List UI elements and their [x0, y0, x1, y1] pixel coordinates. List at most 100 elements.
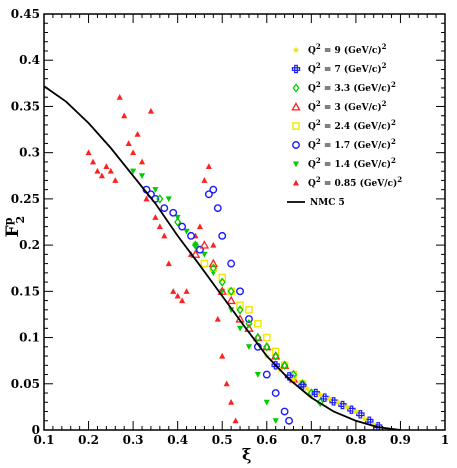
data-point — [174, 217, 182, 227]
data-point — [147, 107, 154, 114]
x-tick-label: 0.2 — [78, 433, 99, 447]
data-point — [199, 240, 210, 249]
data-point — [196, 223, 204, 230]
data-point — [116, 93, 123, 100]
data-point — [156, 223, 163, 230]
legend-sup: 2 — [316, 175, 321, 184]
data-point — [352, 407, 360, 415]
data-point — [196, 245, 204, 254]
data-point-h — [311, 391, 320, 395]
data-point — [209, 185, 218, 194]
legend-rest: = 1.4 (GeV/c) — [321, 159, 391, 170]
legend-sup: 2 — [382, 61, 387, 70]
data-point — [138, 158, 146, 165]
series-triangle-down — [130, 168, 279, 424]
data-point — [201, 177, 208, 183]
y-tick-label: 0.15 — [11, 284, 40, 298]
data-point — [103, 163, 110, 170]
data-point-v — [367, 416, 372, 425]
legend-label: Q2 = 7 (GeV/c)2 — [308, 61, 387, 75]
data-point — [130, 149, 137, 156]
data-point-v — [358, 410, 363, 419]
data-point-v — [273, 361, 278, 370]
legend-marker — [292, 161, 300, 168]
data-point — [263, 333, 271, 342]
data-point — [290, 375, 297, 383]
series-triangle — [85, 93, 239, 424]
data-point — [347, 405, 356, 414]
data-point — [208, 258, 219, 268]
legend-sup: 2 — [316, 80, 321, 89]
data-point-h — [298, 383, 307, 388]
legend-sup: 2 — [382, 99, 387, 108]
data-point — [161, 232, 168, 239]
data-point — [245, 319, 253, 329]
data-point — [280, 407, 289, 416]
data-point — [183, 288, 190, 294]
legend-sup: 2 — [316, 99, 321, 108]
data-point — [217, 286, 227, 295]
legend-label: NMC 5 — [310, 198, 345, 208]
legend-marker — [292, 46, 300, 53]
y-axis-label-sup: p — [2, 217, 15, 225]
data-point — [285, 416, 293, 425]
data-point — [361, 415, 369, 422]
legend-sup: 2 — [316, 137, 321, 146]
legend-sup: 2 — [391, 156, 396, 165]
data-point — [228, 399, 235, 405]
data-point — [245, 315, 253, 324]
legend-sup: 2 — [316, 118, 321, 127]
data-point — [227, 286, 235, 297]
legend-rest: = 2.4 (GeV/c) — [321, 121, 391, 132]
legend-sup: 2 — [391, 80, 396, 89]
data-point-h — [338, 403, 347, 407]
x-tick-label: 0.4 — [167, 433, 188, 447]
data-point — [121, 112, 128, 119]
data-point — [85, 149, 92, 156]
data-point — [191, 240, 200, 250]
legend-marker — [292, 179, 300, 186]
data-point-h — [347, 407, 356, 412]
x-tick-label: 0.9 — [390, 433, 411, 447]
legend-rest: = 7 (GeV/c) — [321, 64, 382, 75]
data-point — [236, 325, 244, 332]
data-point-v — [322, 393, 327, 402]
plot-area — [43, 85, 401, 431]
legend-sup: 2 — [382, 42, 387, 51]
legend-label: Q2 = 3.3 (GeV/c)2 — [308, 80, 396, 94]
data-point — [263, 399, 270, 406]
legend-marker — [291, 64, 301, 74]
data-point — [219, 352, 226, 359]
y-tick-label: 0.2 — [19, 238, 40, 252]
y-tick-label: 0.25 — [11, 192, 40, 206]
legend-sup: 2 — [316, 42, 321, 51]
legend-marker-h — [291, 67, 301, 71]
data-point — [236, 305, 244, 315]
x-axis-label: ξ — [242, 445, 251, 464]
y-tick-label: 0.05 — [11, 377, 40, 391]
curve-nmc5 — [43, 85, 401, 431]
y-axis-label-sub: 2 — [14, 216, 27, 224]
data-point — [236, 301, 244, 309]
data-point-v — [340, 400, 345, 410]
legend-label: Q2 = 1.7 (GeV/c)2 — [308, 137, 396, 151]
data-point — [205, 163, 212, 170]
data-point — [107, 167, 114, 174]
data-point — [170, 288, 177, 294]
data-point — [210, 241, 217, 248]
data-point — [200, 259, 209, 268]
data-point — [316, 391, 324, 398]
data-point — [236, 287, 244, 296]
data-point — [152, 187, 159, 193]
data-point — [89, 158, 97, 165]
data-point — [174, 292, 181, 299]
data-point — [245, 344, 253, 351]
data-point — [201, 251, 208, 258]
data-point — [303, 384, 311, 392]
legend-label: Q2 = 3 (GeV/c)2 — [308, 99, 387, 113]
series-circle-open — [142, 185, 293, 425]
y-axis-label: Fp2 — [2, 216, 27, 237]
axes: 0.1 0.2 0.3 0.4 0.5 0.6 0.7 0.8 0.9 1 0 0.05 0.1 0.15… — [11, 7, 449, 447]
data-point — [169, 208, 178, 217]
